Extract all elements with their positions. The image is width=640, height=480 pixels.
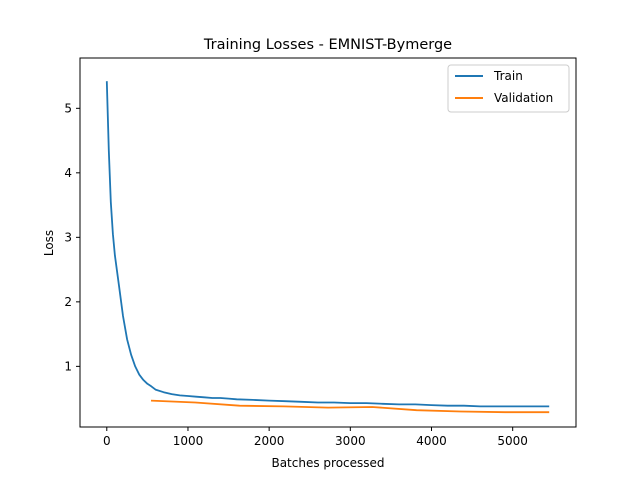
x-tick-label: 4000: [416, 434, 447, 448]
plot-frame: [79, 57, 577, 428]
y-axis: 1 2 3 4 5: [64, 101, 80, 373]
legend: Train Validation: [447, 64, 570, 113]
x-tick-label: 2000: [254, 434, 285, 448]
x-tick-label: 5000: [497, 434, 528, 448]
legend-label-train: Train: [493, 69, 523, 83]
series-layer: [105, 81, 550, 414]
x-tick-label: 1000: [173, 434, 204, 448]
y-tick-label: 3: [64, 230, 72, 244]
y-tick-label: 1: [64, 359, 72, 373]
x-tick-label: 0: [103, 434, 111, 448]
chart-title: Training Losses - EMNIST-Bymerge: [203, 37, 452, 53]
y-tick-label: 4: [64, 166, 72, 180]
y-tick-label: 2: [64, 295, 72, 309]
legend-label-validation: Validation: [494, 91, 553, 105]
series-line-validation: [150, 399, 550, 414]
y-axis-label: Loss: [42, 230, 56, 256]
x-axis-label: Batches processed: [271, 456, 384, 470]
y-tick-label: 5: [64, 101, 72, 115]
x-tick-label: 3000: [335, 434, 366, 448]
x-axis: 0 1000 2000 3000 4000 5000: [103, 427, 528, 448]
series-line-train: [105, 81, 550, 408]
